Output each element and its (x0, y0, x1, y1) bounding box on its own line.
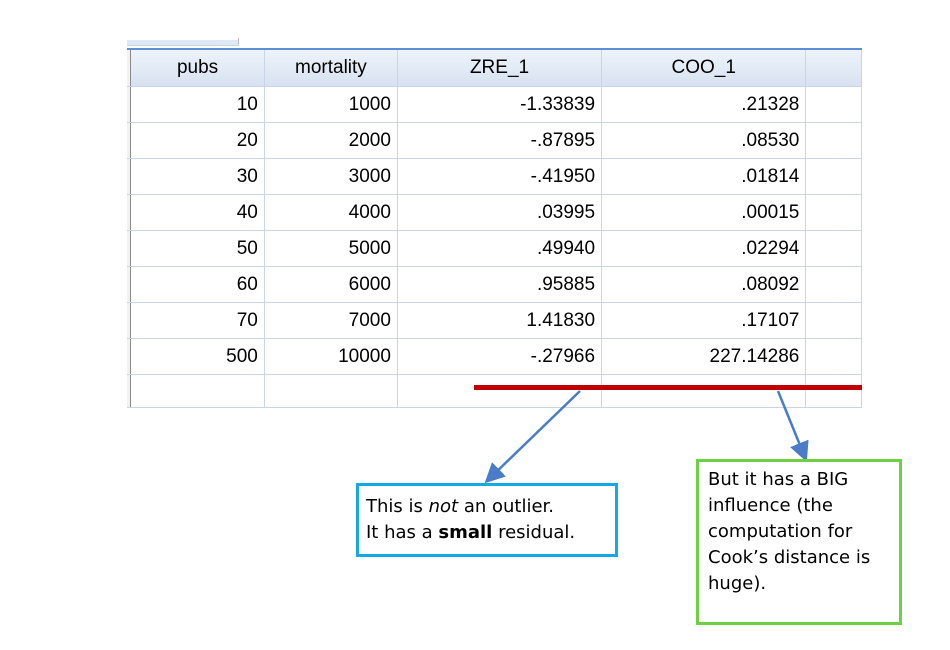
cell-zre-1[interactable]: -1.33839 (397, 86, 603, 123)
highlight-underline (474, 385, 862, 390)
header-divider-tick (238, 38, 239, 44)
cell-coo-1[interactable]: .02294 (601, 230, 807, 267)
callout-right-line: influence (the (708, 495, 833, 516)
arrow-to-right-callout (776, 390, 809, 462)
row-header[interactable] (127, 302, 132, 339)
callout-left-line-2: It has a small residual. (366, 522, 576, 543)
header-row: pubs mortality ZRE_1 COO_1 (127, 50, 862, 87)
callout-right-line: Cook’s distance is (708, 547, 871, 568)
row-header[interactable] (127, 86, 132, 123)
column-header-coo-1[interactable]: COO_1 (601, 50, 807, 87)
cell-empty[interactable] (130, 374, 265, 408)
cell-coo-1[interactable]: .17107 (601, 302, 807, 339)
cell-zre-1[interactable]: 1.41830 (397, 302, 603, 339)
arrow-to-left-callout (484, 390, 581, 484)
cell-empty[interactable] (805, 122, 862, 159)
cell-coo-1[interactable]: .00015 (601, 194, 807, 231)
cell-empty[interactable] (805, 374, 862, 408)
callout-not-outlier: This is not an outlier. It has a small r… (356, 483, 618, 557)
row-header[interactable] (127, 194, 132, 231)
cell-mortality[interactable]: 2000 (264, 122, 398, 159)
cell-coo-1[interactable]: 227.14286 (601, 338, 807, 375)
column-header-zre-1[interactable]: ZRE_1 (397, 50, 603, 87)
cell-pubs[interactable]: 40 (130, 194, 265, 231)
cell-zre-1[interactable]: .49940 (397, 230, 603, 267)
table-row: 50 5000 .49940 .02294 (127, 230, 862, 267)
table-row: 30 3000 -.41950 .01814 (127, 158, 862, 195)
column-header-pubs[interactable]: pubs (130, 50, 265, 87)
cell-pubs[interactable]: 50 (130, 230, 265, 267)
callout-right-line: huge). (708, 573, 767, 594)
cell-coo-1[interactable]: .08092 (601, 266, 807, 303)
cell-zre-1[interactable]: .03995 (397, 194, 603, 231)
row-header[interactable] (127, 158, 132, 195)
row-header[interactable] (127, 374, 132, 408)
cell-pubs[interactable]: 30 (130, 158, 265, 195)
cell-coo-1[interactable]: .08530 (601, 122, 807, 159)
cell-pubs[interactable]: 500 (130, 338, 265, 375)
row-header[interactable] (127, 266, 132, 303)
cell-empty[interactable] (805, 302, 862, 339)
table-row: 70 7000 1.41830 .17107 (127, 302, 862, 339)
cell-zre-1[interactable]: -.27966 (397, 338, 603, 375)
table-row: 500 10000 -.27966 227.14286 (127, 338, 862, 375)
data-table: pubs mortality ZRE_1 COO_1 10 1000 -1.33… (127, 50, 862, 408)
table-row: 10 1000 -1.33839 .21328 (127, 86, 862, 123)
cell-empty[interactable] (601, 374, 807, 408)
column-header-stub (127, 40, 239, 46)
cell-empty[interactable] (264, 374, 398, 408)
column-header-mortality[interactable]: mortality (264, 50, 398, 87)
callout-left-line-1: This is not an outlier. (366, 496, 554, 517)
cell-mortality[interactable]: 10000 (264, 338, 398, 375)
cell-coo-1[interactable]: .21328 (601, 86, 807, 123)
cell-mortality[interactable]: 1000 (264, 86, 398, 123)
row-header[interactable] (127, 338, 132, 375)
cell-mortality[interactable]: 6000 (264, 266, 398, 303)
row-header[interactable] (127, 122, 132, 159)
table-row: 40 4000 .03995 .00015 (127, 194, 862, 231)
callout-right-line: computation for (708, 521, 853, 542)
cell-mortality[interactable]: 4000 (264, 194, 398, 231)
cell-empty[interactable] (805, 266, 862, 303)
cell-pubs[interactable]: 10 (130, 86, 265, 123)
cell-mortality[interactable]: 3000 (264, 158, 398, 195)
callout-big-influence: But it has a BIG influence (the computat… (696, 459, 902, 625)
cell-empty[interactable] (805, 194, 862, 231)
cell-empty[interactable] (805, 338, 862, 375)
cell-mortality[interactable]: 7000 (264, 302, 398, 339)
row-header-edge (127, 50, 132, 87)
data-grid[interactable]: pubs mortality ZRE_1 COO_1 10 1000 -1.33… (127, 48, 862, 422)
callout-right-line: But it has a BIG (708, 469, 849, 490)
row-header[interactable] (127, 230, 132, 267)
cell-zre-1[interactable]: .95885 (397, 266, 603, 303)
table-row: 60 6000 .95885 .08092 (127, 266, 862, 303)
cell-coo-1[interactable]: .01814 (601, 158, 807, 195)
table-row-empty (127, 374, 862, 408)
cell-empty[interactable] (805, 86, 862, 123)
cell-pubs[interactable]: 60 (130, 266, 265, 303)
cell-mortality[interactable]: 5000 (264, 230, 398, 267)
table-row: 20 2000 -.87895 .08530 (127, 122, 862, 159)
cell-pubs[interactable]: 70 (130, 302, 265, 339)
cell-zre-1[interactable]: -.87895 (397, 122, 603, 159)
cell-pubs[interactable]: 20 (130, 122, 265, 159)
column-header-empty[interactable] (805, 50, 862, 87)
cell-empty[interactable] (805, 158, 862, 195)
cell-empty[interactable] (805, 230, 862, 267)
cell-zre-1[interactable]: -.41950 (397, 158, 603, 195)
